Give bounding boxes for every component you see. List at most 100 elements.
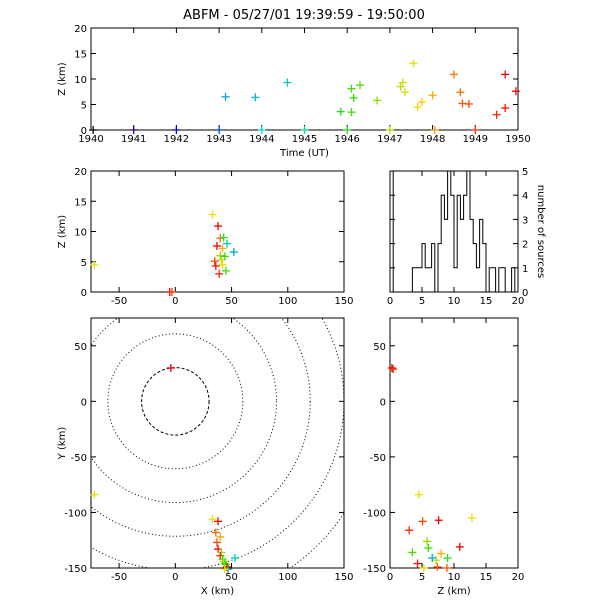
- height-y-point-11: [437, 549, 446, 558]
- time-height-point-12: [349, 93, 358, 102]
- time-height-point-33: [511, 87, 520, 96]
- x-height-point-4: [214, 222, 223, 231]
- height-y-point-9: [423, 537, 432, 546]
- x-height-ytick-label: 5: [81, 258, 87, 269]
- time-height-ytick-label: 15: [74, 50, 87, 61]
- plan-view-xtick-label: 150: [334, 572, 353, 583]
- plan-view-ytick-label: 50: [74, 342, 87, 353]
- height-y-ytick-label: 50: [373, 342, 386, 353]
- height-histogram-xtick-label: 0: [387, 296, 393, 307]
- height-y-point-3: [405, 526, 414, 535]
- time-height-point-5: [251, 93, 260, 102]
- range-ring-150: [91, 318, 344, 568]
- height-y-point-2: [414, 490, 423, 499]
- height-y-point-4: [418, 517, 427, 526]
- height-y-xtick-label: 15: [480, 572, 493, 583]
- plan-view-xtick-label: -50: [111, 572, 127, 583]
- time-height-point-11: [347, 84, 356, 93]
- time-height-frame: [90, 27, 519, 131]
- time-height-xtick-label: 1942: [164, 134, 189, 145]
- plan-view-point-4: [211, 528, 220, 537]
- x-height-xtick-label: 100: [278, 296, 297, 307]
- x-height-point-18: [218, 260, 227, 269]
- height-y-xtick-label: 5: [419, 572, 425, 583]
- x-height-point-10: [210, 257, 219, 266]
- time-height-xtick-label: 1950: [505, 134, 530, 145]
- time-height-ylabel: Z (km): [57, 62, 68, 95]
- plan-view-ytick-label: -150: [64, 564, 87, 575]
- time-height-point-25: [449, 70, 458, 79]
- x-height-point-14: [221, 266, 230, 275]
- height-histogram-ytick-label: 5: [522, 167, 528, 178]
- time-height-xtick-label: 1947: [377, 134, 402, 145]
- range-ring-60: [107, 333, 244, 470]
- x-height-point-6: [212, 242, 221, 251]
- time-height-point-7: [283, 78, 292, 87]
- x-height-point-3: [208, 210, 217, 219]
- x-height-ylabel: Z (km): [57, 215, 68, 248]
- height-y-point-15: [413, 559, 422, 568]
- x-height-point-11: [217, 255, 226, 264]
- plan-view-point-0: [166, 364, 175, 372]
- range-ring-180: [289, 512, 344, 568]
- plan-view-point-5: [216, 532, 225, 541]
- height-y-point-8: [408, 548, 417, 557]
- time-height-point-29: [471, 126, 480, 134]
- plan-view-point-17: [220, 565, 229, 574]
- height-histogram-ytick-label: 0: [522, 288, 528, 299]
- time-height-point-22: [417, 97, 426, 106]
- time-height-point-4: [221, 92, 230, 101]
- time-height-point-18: [398, 78, 407, 87]
- x-height-point-16: [223, 239, 232, 248]
- plan-view-point-15: [230, 554, 239, 562]
- time-height-point-16: [385, 126, 394, 134]
- plan-view-ylabel: Y (km): [57, 427, 68, 461]
- plan-view-ytick-label: -50: [71, 453, 87, 464]
- height-histogram-ylabel: number of sources: [535, 185, 546, 278]
- plan-view-xtick-label: 50: [225, 572, 238, 583]
- height-y-point-16: [433, 562, 442, 571]
- time-height-point-13: [347, 108, 356, 117]
- x-height-point-12: [215, 269, 224, 278]
- range-rings: [91, 318, 344, 568]
- time-height-point-17: [396, 82, 405, 91]
- x-height-xtick-label: 150: [334, 296, 353, 307]
- height-y-xlabel: Z (km): [437, 586, 470, 597]
- time-height-ytick-label: 0: [81, 126, 87, 137]
- plan-view-point-2: [208, 515, 217, 524]
- time-height-point-32: [501, 70, 510, 79]
- figure-title: ABFM - 05/27/01 19:39:59 - 19:50:00: [183, 8, 425, 23]
- time-height-point-2: [172, 126, 181, 134]
- height-histogram-xtick-label: 5: [419, 296, 425, 307]
- height-y-ytick-label: -50: [370, 453, 386, 464]
- height-y-xtick-label: 20: [512, 572, 525, 583]
- range-ring-120: [91, 318, 311, 537]
- plan-view-point-6: [212, 538, 221, 547]
- height-y-point-1: [389, 365, 398, 374]
- height-y-xtick-label: 10: [448, 572, 461, 583]
- plan-view-xlabel: X (km): [201, 586, 234, 597]
- time-height-xtick-label: 1946: [334, 134, 359, 145]
- time-height-point-28: [464, 99, 473, 108]
- time-height-ytick-label: 5: [81, 101, 87, 112]
- x-height-xtick-label: -50: [111, 296, 127, 307]
- time-height-xtick-label: 1941: [121, 134, 146, 145]
- x-height-point-13: [211, 261, 220, 270]
- time-height-xlabel: Time (UT): [279, 148, 329, 159]
- time-height-xtick-label: 1948: [420, 134, 445, 145]
- plan-view-point-3: [214, 517, 223, 526]
- x-height-ytick-label: 10: [74, 228, 87, 239]
- plan-view-ytick-label: 0: [81, 397, 87, 408]
- height-y-ytick-label: 0: [380, 397, 386, 408]
- x-height-xtick-label: 50: [225, 296, 238, 307]
- height-y-point-14: [443, 554, 452, 562]
- time-height-point-1: [129, 126, 138, 134]
- height-y-point-17: [442, 564, 451, 572]
- height-y-point-5: [434, 516, 443, 525]
- plan-view-xtick-label: 100: [278, 572, 297, 583]
- time-height-xtick-label: 1944: [249, 134, 274, 145]
- time-height-point-15: [373, 96, 382, 105]
- height-y-point-6: [467, 514, 476, 522]
- height-y-point-13: [428, 554, 437, 562]
